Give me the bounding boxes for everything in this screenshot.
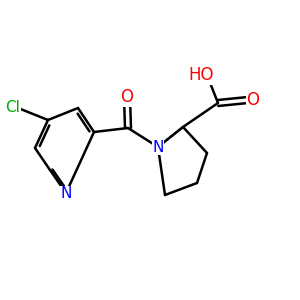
- Text: O: O: [121, 88, 134, 106]
- Text: O: O: [247, 91, 260, 109]
- Text: N: N: [152, 140, 164, 154]
- Text: HO: HO: [188, 66, 214, 84]
- Text: Cl: Cl: [6, 100, 20, 116]
- Text: N: N: [60, 187, 72, 202]
